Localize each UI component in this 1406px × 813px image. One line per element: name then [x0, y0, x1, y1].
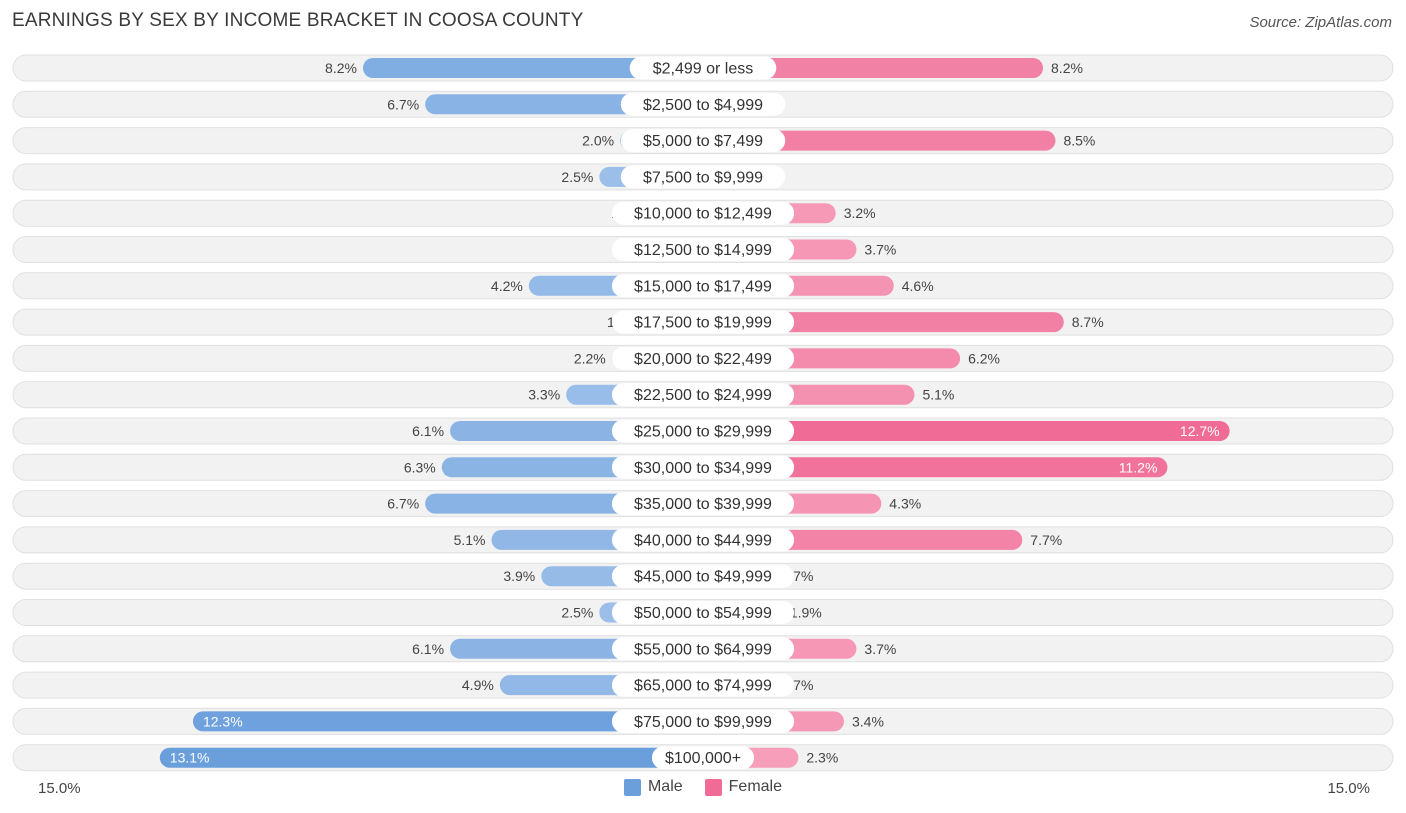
chart-title: EARNINGS BY SEX BY INCOME BRACKET IN COO…: [12, 10, 584, 31]
axis-left-label: 15.0%: [38, 780, 81, 797]
category-pill: [611, 709, 795, 733]
female-bar: [703, 130, 1056, 151]
category-label: $45,000 to $49,999: [634, 569, 772, 586]
male-value-label: 6.1%: [412, 641, 444, 657]
category-label: $22,500 to $24,999: [634, 387, 772, 404]
female-value-label: 8.5%: [1063, 133, 1095, 149]
category-pill: [611, 601, 795, 624]
category-pill: [611, 383, 795, 407]
female-value-label: 11.2%: [1119, 459, 1158, 475]
category-label: $10,000 to $12,499: [634, 206, 772, 223]
legend: Male Female: [0, 778, 1406, 796]
source-label: Source: ZipAtlas.com: [1249, 14, 1392, 31]
male-value-label: 4.2%: [491, 278, 523, 294]
category-label: $5,000 to $7,499: [643, 133, 763, 150]
male-value-label: 2.5%: [561, 605, 593, 621]
category-label: $40,000 to $44,999: [634, 532, 772, 549]
female-bar: [703, 457, 1168, 478]
category-label: $2,500 to $4,999: [643, 97, 763, 114]
legend-label-female: Female: [728, 778, 783, 795]
legend-swatch-male: [623, 778, 641, 796]
category-pill: [611, 238, 795, 261]
male-value-label: 6.1%: [412, 423, 444, 439]
category-pill: [611, 419, 795, 443]
category-pill: [620, 92, 786, 116]
legend-swatch-female: [704, 778, 722, 796]
female-value-label: 1.9%: [790, 605, 822, 621]
category-label: $20,000 to $22,499: [634, 351, 772, 368]
male-value-label: 6.3%: [404, 459, 436, 475]
category-pill: [611, 201, 795, 225]
category-label: $12,500 to $14,999: [634, 242, 772, 259]
legend-item-male[interactable]: Male: [623, 778, 683, 796]
legend-label-male: Male: [647, 778, 683, 795]
category-pill: [629, 56, 777, 80]
male-value-label: 12.3%: [203, 713, 243, 729]
male-value-label: 3.3%: [528, 387, 560, 403]
male-value-label: 2.5%: [561, 169, 593, 185]
category-pill: [611, 528, 795, 552]
male-value-label: 6.7%: [387, 96, 419, 112]
category-pill: [611, 455, 795, 479]
category-label: $30,000 to $34,999: [634, 460, 772, 477]
category-label: $100,000+: [665, 750, 741, 767]
category-label: $65,000 to $74,999: [634, 678, 772, 695]
female-value-label: 3.7%: [864, 242, 896, 258]
category-pill: [620, 129, 786, 153]
male-value-label: 3.9%: [503, 568, 535, 584]
female-bar: [703, 312, 1064, 333]
male-bar: [192, 711, 703, 732]
category-pill: [611, 637, 795, 661]
category-pill: [611, 673, 795, 697]
category-label: $55,000 to $64,999: [634, 641, 772, 658]
category-label: $7,500 to $9,999: [643, 169, 763, 186]
category-pill: [611, 564, 795, 588]
axis-right-label: 15.0%: [1327, 780, 1370, 797]
category-label: $15,000 to $17,499: [634, 278, 772, 295]
category-pill: [611, 274, 795, 298]
female-value-label: 2.3%: [806, 750, 838, 766]
category-pill: [651, 746, 755, 770]
male-value-label: 2.2%: [574, 350, 606, 366]
category-label: $75,000 to $99,999: [634, 714, 772, 731]
male-bar: [159, 747, 703, 768]
male-value-label: 4.9%: [462, 677, 494, 693]
female-bar: [703, 421, 1230, 441]
female-value-label: 3.7%: [864, 641, 896, 657]
category-pill: [611, 492, 795, 516]
female-value-label: 5.1%: [922, 387, 954, 403]
male-value-label: 6.7%: [387, 496, 419, 512]
female-value-label: 7.7%: [1030, 532, 1062, 548]
category-label: $50,000 to $54,999: [634, 605, 772, 622]
male-value-label: 5.1%: [454, 532, 486, 548]
female-value-label: 6.2%: [968, 350, 1000, 366]
category-label: $2,499 or less: [653, 61, 754, 78]
female-value-label: 12.7%: [1180, 423, 1220, 439]
male-value-label: 13.1%: [170, 750, 210, 766]
male-value-label: 8.2%: [325, 60, 357, 76]
male-bar: [362, 58, 703, 78]
male-value-label: 2.0%: [582, 133, 614, 149]
legend-item-female[interactable]: Female: [704, 778, 783, 796]
female-value-label: 8.7%: [1072, 314, 1104, 330]
category-label: $35,000 to $39,999: [634, 496, 772, 513]
female-value-label: 3.2%: [844, 205, 876, 221]
category-pill: [611, 346, 795, 370]
category-pill: [611, 310, 795, 334]
female-value-label: 8.2%: [1051, 60, 1083, 76]
female-value-label: 3.4%: [852, 713, 884, 729]
female-value-label: 4.3%: [889, 496, 921, 512]
category-pill: [620, 165, 786, 189]
category-label: $25,000 to $29,999: [634, 424, 772, 441]
female-value-label: 4.6%: [902, 278, 934, 294]
category-label: $17,500 to $19,999: [634, 315, 772, 332]
female-bar: [703, 58, 1044, 78]
